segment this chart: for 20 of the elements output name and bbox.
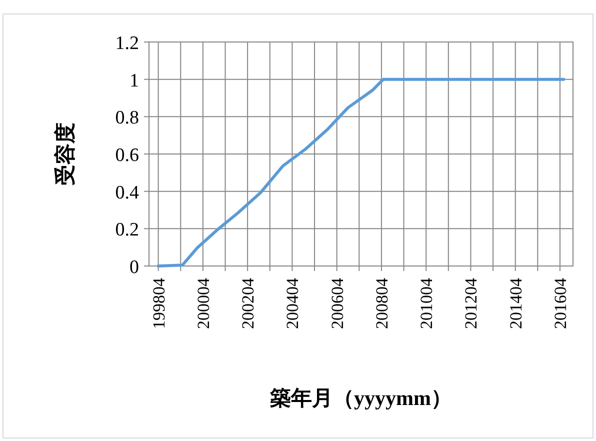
y-tick-label: 1.2 bbox=[115, 33, 139, 54]
y-axis-title: 受容度 bbox=[53, 122, 77, 186]
x-tick-label: 200604 bbox=[328, 278, 347, 329]
x-tick-label: 200404 bbox=[283, 278, 302, 329]
y-tick-label: 0 bbox=[130, 257, 139, 278]
x-tick-label: 200004 bbox=[194, 278, 213, 329]
line-series bbox=[156, 78, 566, 268]
x-tick-label: 201204 bbox=[462, 278, 481, 329]
y-tick-label: 0.6 bbox=[115, 145, 139, 166]
y-tick-label: 1 bbox=[130, 70, 139, 92]
y-tick-label: 0.2 bbox=[115, 220, 139, 241]
y-tick-label: 0.8 bbox=[115, 108, 139, 129]
x-tick-label: 201004 bbox=[417, 278, 436, 329]
x-tick-label: 200204 bbox=[238, 278, 258, 329]
x-axis-title: 築年月（yyyymm） bbox=[269, 386, 452, 410]
y-tick-label: 0.4 bbox=[115, 182, 140, 204]
x-tick-label: 201604 bbox=[550, 278, 570, 329]
x-tick-label: 201404 bbox=[506, 278, 526, 329]
x-tick-label: 199804 bbox=[149, 278, 168, 329]
x-tick-label: 200804 bbox=[372, 278, 392, 329]
